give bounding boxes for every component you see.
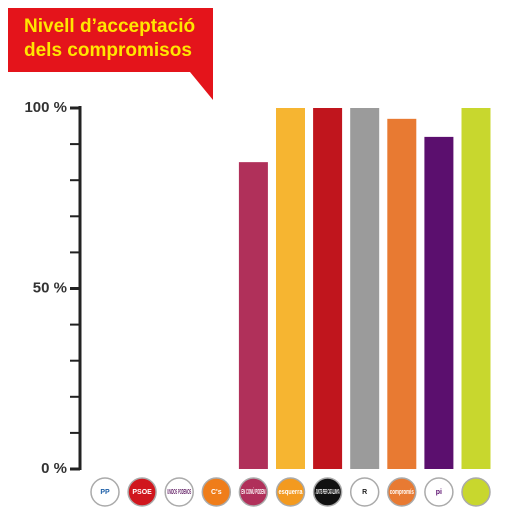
party-logo xyxy=(238,477,269,507)
party-logo xyxy=(201,477,232,507)
chart-title: Nivell d’acceptació xyxy=(24,16,195,37)
bar xyxy=(350,108,380,469)
bar xyxy=(238,162,268,469)
x-tick-label: R xyxy=(362,489,367,496)
party-logo xyxy=(461,477,491,507)
party-logo xyxy=(275,477,306,507)
bar xyxy=(461,108,491,469)
x-tick-label: esquerra xyxy=(279,489,303,496)
party-logo xyxy=(90,477,120,507)
bar xyxy=(387,118,417,469)
bar xyxy=(313,108,343,469)
party-logo xyxy=(349,477,380,507)
y-tick-label: 50 % xyxy=(33,279,67,296)
x-tick-label: UNIDOS PODEMOS xyxy=(167,489,191,496)
party-logo xyxy=(164,477,194,507)
x-tick-label: JUNTS PER CATALUNYA xyxy=(316,489,340,496)
party-logo xyxy=(127,477,157,507)
x-tick-label: PSOE xyxy=(132,489,152,496)
x-tick-label: EN COMÚ PODEM xyxy=(241,487,265,496)
y-tick-label: 100 % xyxy=(24,99,67,116)
party-logo xyxy=(312,477,343,507)
title-box xyxy=(8,8,213,100)
y-tick-label: 0 % xyxy=(41,460,67,477)
x-tick-label: C's xyxy=(211,489,222,496)
bar xyxy=(424,136,454,469)
bar xyxy=(276,108,305,469)
chart-title: dels compromisos xyxy=(24,40,192,61)
party-logo xyxy=(424,477,454,507)
party-logo xyxy=(387,477,417,507)
x-tick-label: pi xyxy=(436,489,442,496)
x-tick-label: PP xyxy=(100,489,110,496)
x-tick-label: compromís xyxy=(390,489,414,496)
